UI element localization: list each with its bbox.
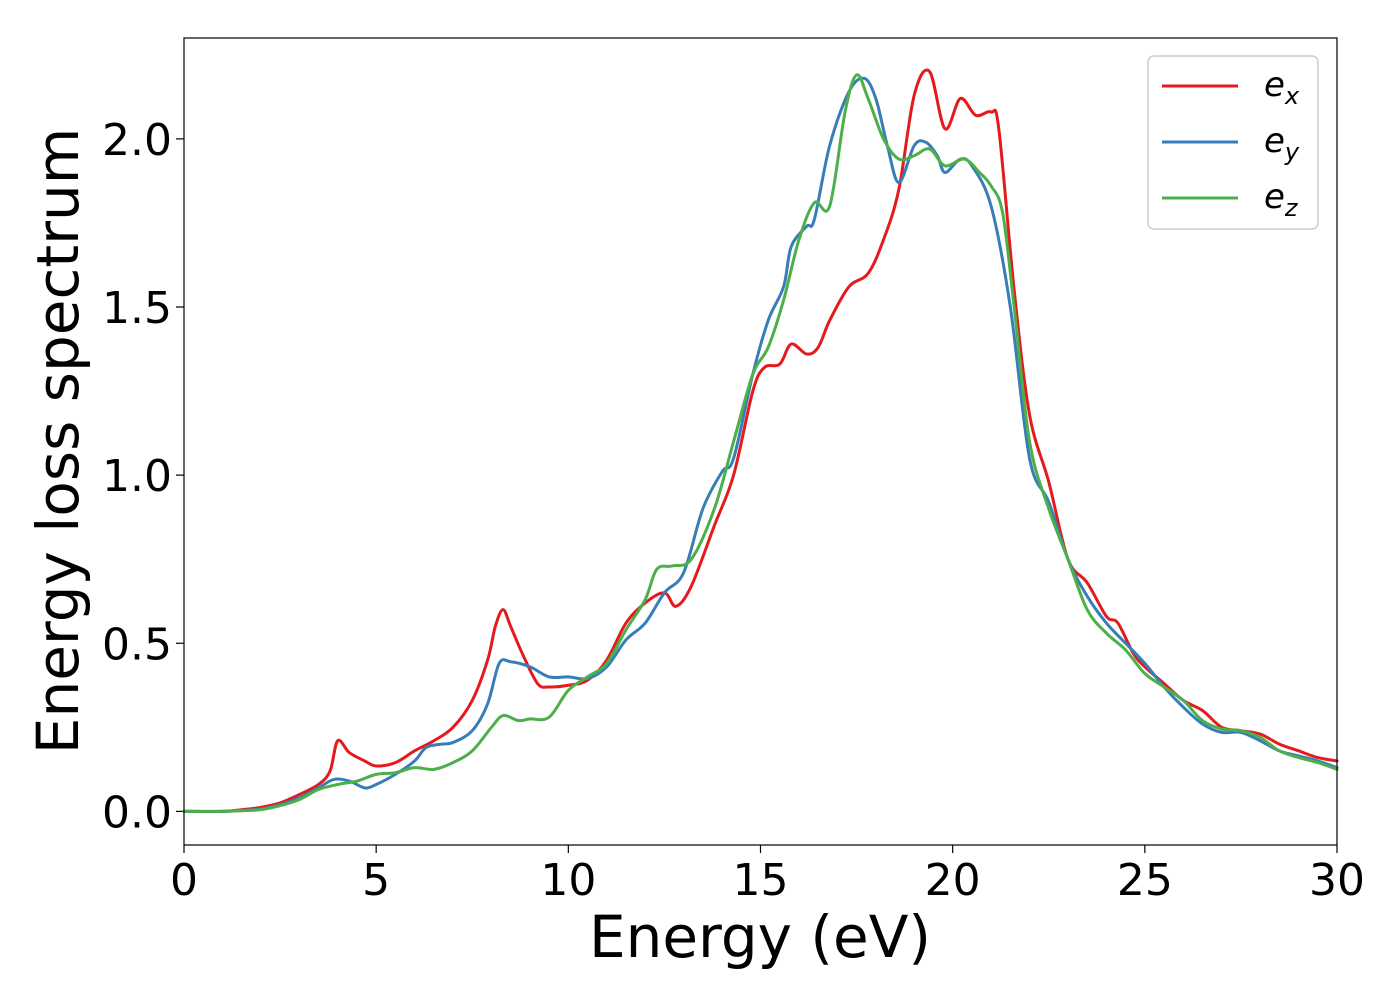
legend-label-y: ey	[1264, 121, 1300, 166]
y-tick-label: 1.0	[102, 451, 172, 502]
x-tick-label: 20	[925, 855, 981, 906]
y-tick-label: 2.0	[102, 115, 172, 166]
series-line-e-x	[182, 68, 1339, 814]
legend-label-base: e	[1264, 121, 1285, 161]
x-tick-label: 25	[1117, 855, 1173, 906]
plot-area	[184, 38, 1337, 845]
y-axis-label: Energy loss spectrum	[24, 128, 92, 754]
x-tick-label: 10	[540, 855, 596, 906]
x-tick-label: 30	[1309, 855, 1365, 906]
legend-label-base: e	[1264, 177, 1285, 217]
plot-frame	[183, 37, 1338, 846]
x-tick-label: 5	[362, 855, 390, 906]
legend-label-subscript: x	[1284, 82, 1300, 110]
x-tick-label: 15	[733, 855, 789, 906]
x-tick-label: 0	[170, 855, 198, 906]
y-tick-label: 0.0	[102, 787, 172, 838]
legend-label-base: e	[1264, 65, 1285, 105]
legend-label-subscript: y	[1284, 138, 1300, 166]
y-tick-label: 0.5	[102, 619, 172, 670]
series-line-e-z	[182, 73, 1339, 813]
series-lines	[182, 68, 1339, 814]
legend-label-z: ez	[1264, 177, 1299, 222]
legend-label-x: ex	[1264, 65, 1300, 110]
x-axis-ticks: 0 5 10 15 20 25 30	[170, 845, 1365, 906]
y-tick-label: 1.5	[102, 283, 172, 334]
legend-label-subscript: z	[1284, 194, 1299, 222]
y-axis-ticks: 0.0 0.5 1.0 1.5 2.0	[102, 115, 184, 838]
series-line-e-y	[182, 76, 1339, 813]
x-axis-label: Energy (eV)	[589, 903, 931, 971]
